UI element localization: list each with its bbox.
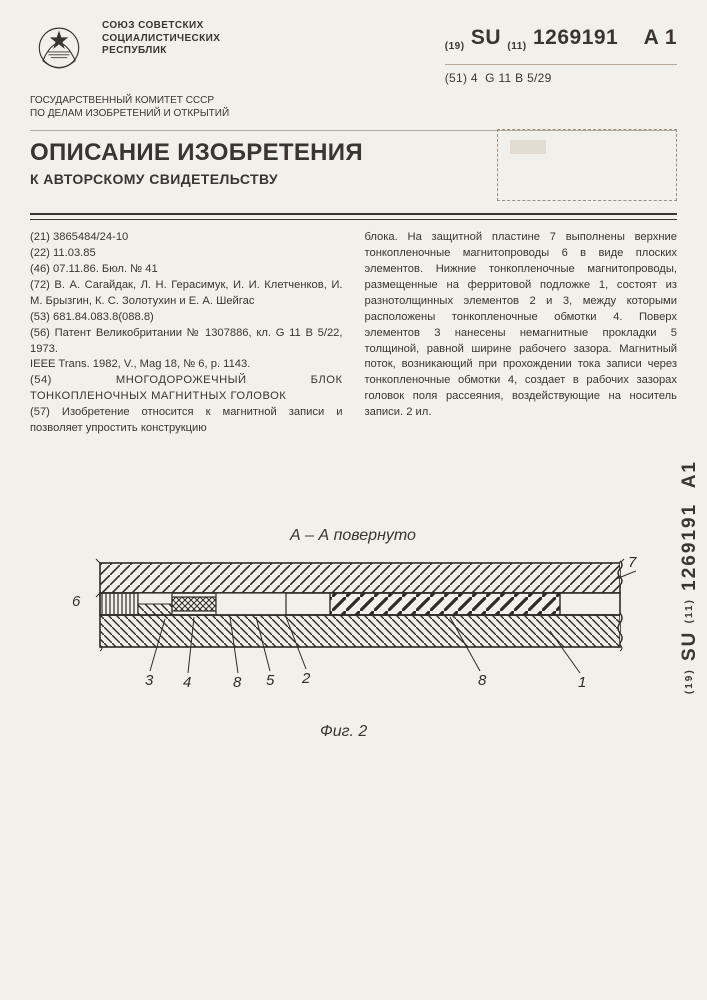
field-57: (57) Изобретение относится к магнитной з…	[30, 405, 343, 437]
divider-thin	[30, 219, 677, 220]
side-11: (11)	[684, 598, 695, 623]
ipc-prefix: (51) 4	[445, 71, 478, 85]
svg-text:8: 8	[478, 672, 487, 689]
stamp-placeholder	[497, 129, 677, 201]
org-line: СОЦИАЛИСТИЧЕСКИХ	[102, 33, 220, 46]
field-72: (72) В. А. Сагайдак, Л. Н. Герасимук, И.…	[30, 278, 343, 310]
field-56: (56) Патент Великобритании № 1307886, кл…	[30, 326, 343, 358]
code-11: (11)	[507, 41, 526, 52]
org-line: СОЮЗ СОВЕТСКИХ	[102, 20, 220, 33]
field-22: (22) 11.03.85	[30, 246, 343, 262]
committee-text: ГОСУДАРСТВЕННЫЙ КОМИТЕТ СССР ПО ДЕЛАМ ИЗ…	[30, 95, 677, 120]
svg-text:2: 2	[301, 670, 311, 687]
field-46: (46) 07.11.86. Бюл. № 41	[30, 262, 343, 278]
document-subtitle: К АВТОРСКОМУ СВИДЕТЕЛЬСТВУ	[30, 171, 363, 187]
publication-code-block: (19) SU (11) 1269191 A 1 (51) 4 G 11 B 5…	[445, 20, 677, 85]
figure-drawing: 3 4 8 5 2 8 1 7	[80, 555, 640, 695]
side-publication-code: (19) SU (11) 1269191 A1	[679, 460, 701, 694]
svg-text:8: 8	[233, 674, 242, 691]
side-prefix: (19)	[684, 668, 695, 694]
publication-code: (19) SU (11) 1269191 A 1	[445, 26, 677, 52]
code-su: SU	[471, 26, 501, 49]
state-emblem	[30, 20, 88, 78]
document-title-block: ОПИСАНИЕ ИЗОБРЕТЕНИЯ К АВТОРСКОМУ СВИДЕТ…	[30, 139, 363, 187]
left-column: (21) 3865484/24-10 (22) 11.03.85 (46) 07…	[30, 230, 343, 437]
field-21: (21) 3865484/24-10	[30, 230, 343, 246]
ipc-class: (51) 4 G 11 B 5/29	[445, 64, 677, 85]
code-number: 1269191	[533, 26, 618, 49]
svg-text:5: 5	[266, 672, 275, 689]
section-label: А – А повернуто	[290, 527, 416, 545]
committee-line: ПО ДЕЛАМ ИЗОБРЕТЕНИЙ И ОТКРЫТИЙ	[30, 108, 677, 121]
document-title: ОПИСАНИЕ ИЗОБРЕТЕНИЯ	[30, 139, 363, 167]
code-prefix: (19)	[445, 41, 465, 52]
right-column: блока. На защитной пластине 7 выполнены …	[365, 230, 678, 437]
issuing-org: СОЮЗ СОВЕТСКИХ СОЦИАЛИСТИЧЕСКИХ РЕСПУБЛИ…	[102, 20, 220, 58]
svg-text:4: 4	[183, 674, 191, 691]
field-56b: IEEE Trans. 1982, V., Mag 18, № 6, p. 11…	[30, 357, 343, 373]
divider-thick	[30, 213, 677, 215]
side-su: SU	[679, 631, 700, 661]
field-54: (54) МНОГОДОРОЖЕЧНЫЙ БЛОК ТОНКОПЛЕНОЧНЫХ…	[30, 373, 343, 405]
side-kind: A1	[679, 460, 700, 488]
org-line: РЕСПУБЛИК	[102, 45, 220, 58]
bibliographic-columns: (21) 3865484/24-10 (22) 11.03.85 (46) 07…	[30, 230, 677, 437]
callout-6: 6	[72, 593, 80, 610]
svg-text:3: 3	[145, 672, 154, 689]
ipc-code: G 11 B 5/29	[485, 71, 551, 85]
svg-text:7: 7	[628, 555, 637, 571]
code-kind: A 1	[644, 26, 677, 49]
figure-caption: Фиг. 2	[320, 723, 367, 741]
field-53: (53) 681.84.083.8(088.8)	[30, 310, 343, 326]
committee-line: ГОСУДАРСТВЕННЫЙ КОМИТЕТ СССР	[30, 95, 677, 108]
figure-2: А – А повернуто	[30, 527, 677, 747]
abstract-text: блока. На защитной пластине 7 выполнены …	[365, 230, 678, 421]
side-number: 1269191	[679, 503, 700, 591]
svg-text:1: 1	[578, 674, 586, 691]
